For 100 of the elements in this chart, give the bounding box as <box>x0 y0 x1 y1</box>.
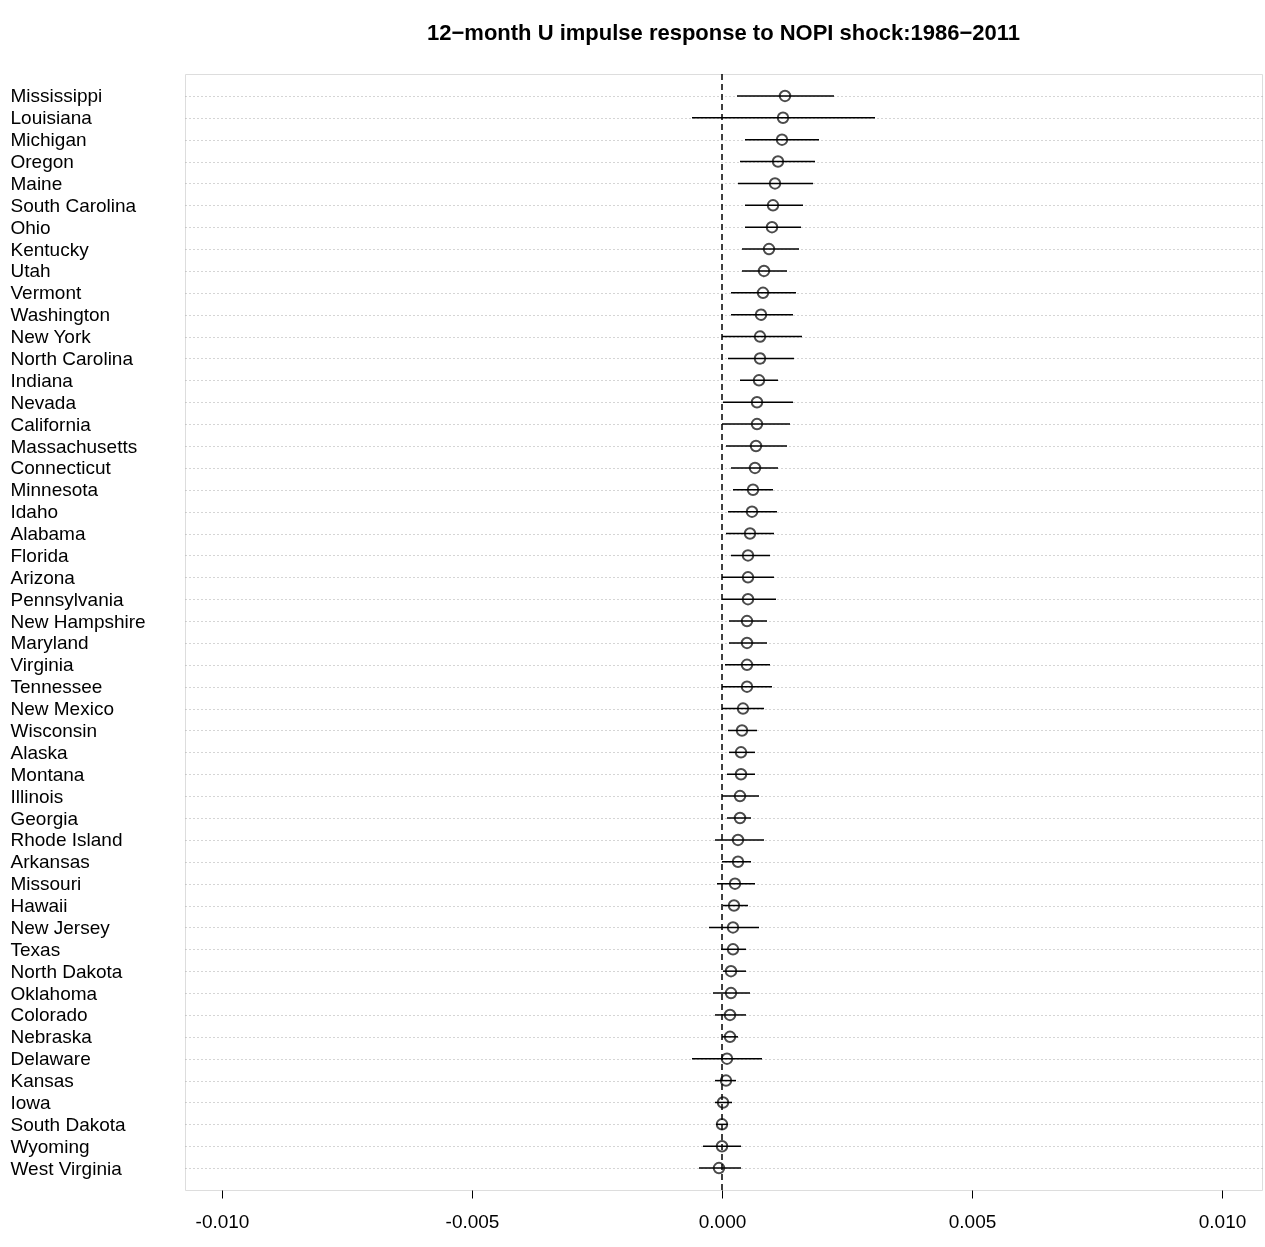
point <box>731 855 745 868</box>
point <box>715 1118 729 1131</box>
y-tick-label: Colorado <box>10 1004 88 1026</box>
y-tick-label: New Mexico <box>10 698 114 720</box>
point <box>741 592 755 606</box>
y-tick-label: Indiana <box>10 369 74 391</box>
y-tick-label: Alabama <box>10 523 86 545</box>
y-tick-label: Maine <box>10 172 63 194</box>
y-tick-label: Maryland <box>10 632 89 654</box>
point <box>724 964 738 978</box>
point <box>716 1096 730 1109</box>
point <box>749 439 763 453</box>
point <box>740 614 754 628</box>
y-tick-label: Arkansas <box>10 851 90 873</box>
point <box>766 199 780 212</box>
point <box>726 943 740 956</box>
y-tick-label: North Dakota <box>10 960 123 982</box>
y-tick-label: Florida <box>10 544 70 566</box>
y-tick-label: Ohio <box>10 216 51 238</box>
point <box>723 1008 737 1022</box>
y-tick-label: West Virginia <box>10 1157 123 1179</box>
point <box>776 111 790 124</box>
point <box>757 264 771 278</box>
y-tick-label: New Jersey <box>10 916 111 938</box>
point <box>754 308 768 321</box>
point <box>736 702 750 715</box>
y-tick-label: North Carolina <box>10 347 134 369</box>
y-tick-label: South Carolina <box>10 194 137 216</box>
point <box>741 549 755 562</box>
point <box>724 986 738 1000</box>
y-tick-label: Vermont <box>10 282 82 304</box>
point <box>753 330 767 343</box>
y-tick-label: South Dakota <box>10 1113 127 1135</box>
y-tick-label: Massachusetts <box>10 435 138 457</box>
point <box>720 1052 734 1065</box>
y-tick-label: Hawaii <box>10 895 68 917</box>
point <box>734 746 748 759</box>
point <box>778 89 792 103</box>
point <box>768 177 782 190</box>
y-tick-label: Virginia <box>10 654 74 676</box>
point <box>740 680 754 693</box>
y-tick-label: Arizona <box>10 566 76 588</box>
x-tick-label: -0.010 <box>195 1210 250 1232</box>
y-tick-label: Oregon <box>10 151 74 173</box>
point <box>775 133 789 146</box>
y-tick-label: Rhode Island <box>10 829 123 851</box>
point <box>750 417 764 431</box>
y-tick-label: Idaho <box>10 501 59 523</box>
y-tick-label: Illinois <box>10 785 64 807</box>
y-tick-label: Alaska <box>10 741 68 763</box>
y-tick-label: Mississippi <box>10 85 103 107</box>
y-tick-label: Delaware <box>10 1048 91 1070</box>
x-tick-label: 0.000 <box>698 1210 747 1232</box>
point <box>750 396 764 409</box>
y-tick-label: New York <box>10 326 92 348</box>
point <box>765 220 779 234</box>
point <box>734 768 748 781</box>
y-tick-label: Minnesota <box>10 479 99 501</box>
y-tick-label: Tennessee <box>10 676 103 698</box>
point <box>752 374 766 387</box>
x-tick-label: 0.005 <box>948 1210 997 1232</box>
x-tick-label: 0.010 <box>1198 1210 1247 1232</box>
y-tick-label: Pennsylvania <box>10 588 124 610</box>
point <box>733 789 747 803</box>
point <box>723 1030 737 1044</box>
y-tick-label: Wyoming <box>10 1135 90 1157</box>
y-tick-label: Iowa <box>10 1091 52 1113</box>
y-tick-label: Kentucky <box>10 238 90 260</box>
point <box>715 1140 729 1153</box>
y-tick-label: Georgia <box>10 807 79 829</box>
x-tick-label: -0.005 <box>445 1210 500 1232</box>
y-tick-label: Montana <box>10 763 85 785</box>
y-tick-label: Texas <box>10 938 61 960</box>
point <box>733 811 747 825</box>
point <box>746 483 760 496</box>
y-tick-label: Oklahoma <box>10 982 98 1004</box>
y-tick-label: Michigan <box>10 129 87 151</box>
y-tick-label: Nevada <box>10 391 77 413</box>
y-tick-label: Nebraska <box>10 1026 93 1048</box>
point <box>731 833 745 847</box>
point <box>753 352 767 365</box>
point <box>726 921 740 934</box>
y-tick-label: Louisiana <box>10 107 93 129</box>
point <box>748 461 762 475</box>
y-tick-label: Washington <box>10 304 111 326</box>
y-tick-label: Wisconsin <box>10 719 98 741</box>
y-tick-label: California <box>10 413 92 435</box>
point <box>712 1161 726 1175</box>
point <box>745 505 759 518</box>
point <box>741 571 755 584</box>
point <box>740 636 754 650</box>
point <box>735 724 749 737</box>
y-tick-label: Utah <box>10 260 51 282</box>
point <box>756 286 770 300</box>
point <box>727 899 741 912</box>
point <box>719 1074 733 1087</box>
point <box>728 877 742 890</box>
point <box>740 658 754 672</box>
y-tick-label: New Hampshire <box>10 610 146 632</box>
y-tick-label: Connecticut <box>10 457 112 479</box>
